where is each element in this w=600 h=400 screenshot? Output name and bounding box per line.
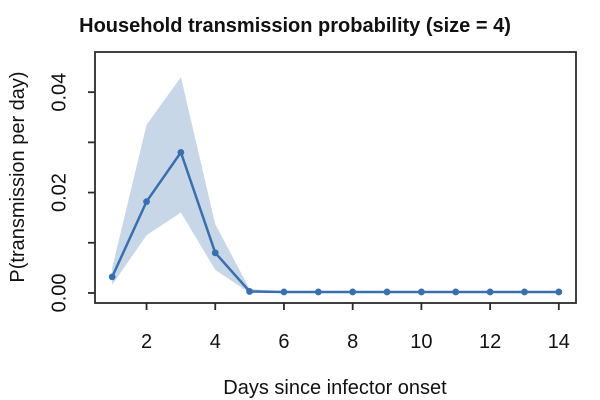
x-tick-label: 10 (410, 331, 432, 353)
data-points (108, 149, 563, 296)
data-point (383, 288, 391, 296)
mean-line-path (110, 151, 561, 294)
data-point (486, 288, 494, 296)
data-point (555, 288, 563, 296)
x-tick-label: 2 (141, 331, 152, 353)
data-point (211, 249, 219, 257)
y-tick-labels: 0.00 0.02 0.04 (48, 73, 70, 313)
data-point (349, 288, 357, 296)
x-tick-label: 8 (347, 331, 358, 353)
x-axis-ticks (145, 303, 560, 310)
data-point (417, 288, 425, 296)
data-point (521, 288, 528, 296)
x-tick-label: 6 (278, 331, 289, 353)
x-tick-labels: 2 4 6 8 10 12 14 (141, 331, 570, 353)
plot-box-border (94, 51, 577, 304)
x-tick-label: 4 (210, 331, 221, 353)
plot-box (94, 51, 577, 304)
data-point (108, 273, 116, 281)
data-point (452, 288, 460, 296)
y-tick-label: 0.02 (48, 173, 70, 212)
data-point (143, 198, 150, 205)
data-point (177, 149, 185, 156)
confidence-band (112, 77, 559, 293)
x-axis-label: Days since infector onset (223, 377, 447, 399)
y-tick-label: 0.04 (48, 73, 70, 112)
data-point (246, 288, 254, 295)
data-point (314, 288, 322, 296)
confidence-band-polygon (112, 77, 559, 293)
x-tick-label: 14 (548, 331, 570, 353)
chart-title: Household transmission probability (size… (79, 15, 511, 37)
mean-line (110, 151, 561, 294)
y-axis-ticks (88, 91, 95, 294)
x-tick-label: 12 (479, 331, 501, 353)
y-axis-label: P(transmission per day) (7, 71, 29, 282)
data-point (280, 288, 288, 296)
y-tick-label: 0.00 (48, 273, 70, 312)
